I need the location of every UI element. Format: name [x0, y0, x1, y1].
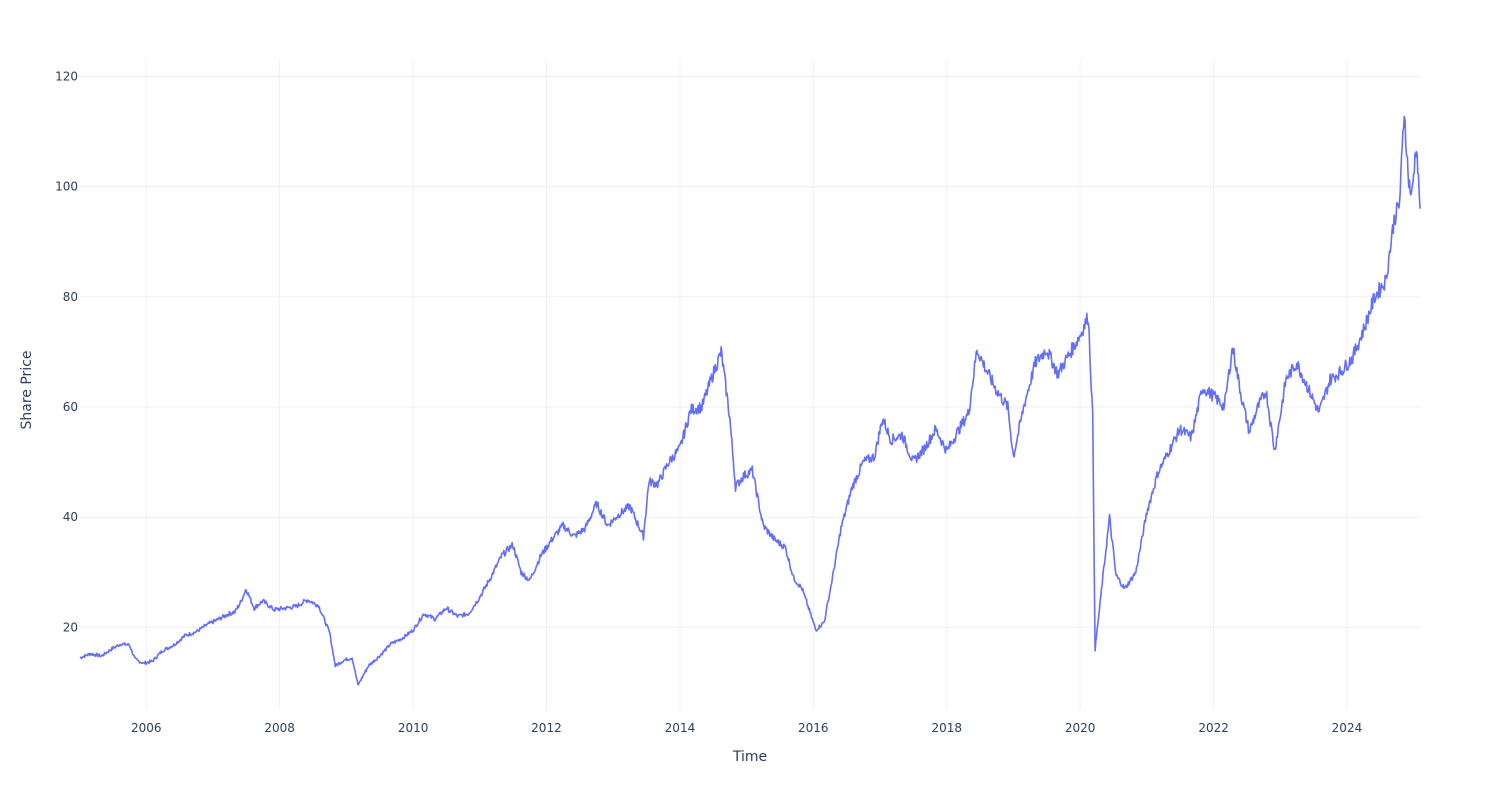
x-tick-label: 2018	[932, 721, 963, 735]
x-tick-label: 2024	[1332, 721, 1363, 735]
share-price-series-line	[79, 115, 1421, 686]
gridlines	[80, 60, 1420, 710]
x-tick-label: 2010	[398, 721, 429, 735]
y-tick-label: 100	[55, 180, 78, 194]
x-tick-label: 2008	[264, 721, 295, 735]
x-tick-label: 2006	[131, 721, 162, 735]
y-tick-label: 120	[55, 70, 78, 84]
x-tick-label: 2012	[531, 721, 562, 735]
x-tick-label: 2022	[1198, 721, 1229, 735]
x-tick-label: 2016	[798, 721, 829, 735]
y-tick-label: 40	[63, 510, 78, 524]
y-axis-title: Share Price	[19, 350, 35, 429]
tick-labels: 20 40 60 80 100 120 2006 2008 2010 2012 2014 2016 20…	[55, 70, 1362, 735]
y-tick-label: 80	[63, 290, 78, 304]
x-tick-label: 2014	[665, 721, 696, 735]
y-tick-label: 20	[63, 620, 78, 634]
y-tick-label: 60	[63, 400, 78, 414]
x-tick-label: 2020	[1065, 721, 1096, 735]
x-axis-title: Time	[732, 749, 767, 765]
